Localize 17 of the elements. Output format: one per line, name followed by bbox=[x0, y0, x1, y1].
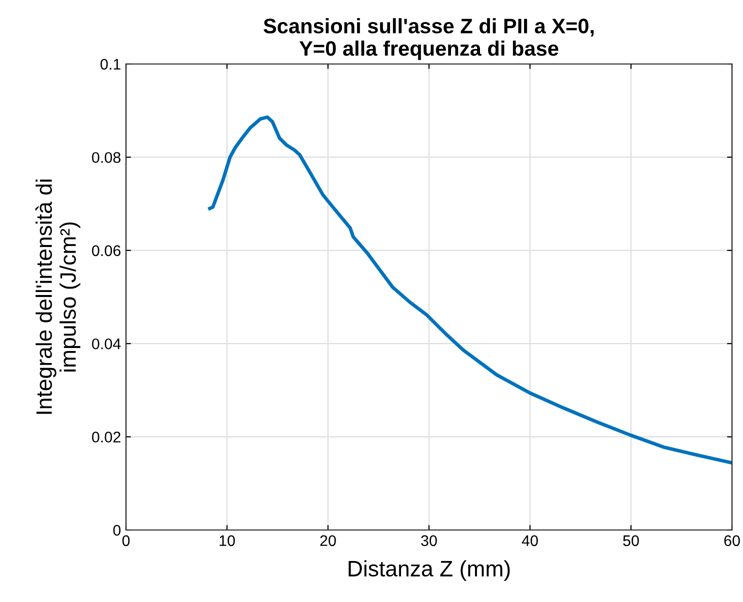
y-tick-label: 0.08 bbox=[92, 152, 120, 163]
y-tick-label: 0.1 bbox=[100, 58, 120, 70]
y-tick-label: 0 bbox=[113, 524, 121, 536]
y-axis-title: Integrale dell'intensità di impulso (J/cm²) bbox=[35, 180, 80, 414]
chart-title: Scansioni sull'asse Z di PII a X=0, Y=0 alla frequenza di base bbox=[264, 18, 594, 60]
x-tick-label: 0 bbox=[122, 535, 130, 546]
line-series bbox=[208, 115, 732, 465]
x-tick-label: 60 bbox=[724, 535, 740, 546]
x-tick-label: 30 bbox=[421, 535, 437, 546]
x-axis-title: Distanza Z (mm) bbox=[348, 560, 510, 581]
y-tick-label: 0.06 bbox=[92, 245, 120, 256]
y-tick-label: 0.04 bbox=[92, 338, 121, 350]
x-tick-label: 10 bbox=[220, 535, 235, 546]
x-tick-label: 40 bbox=[522, 535, 538, 546]
x-tick-label: 50 bbox=[623, 535, 639, 546]
x-tick-label: 20 bbox=[320, 535, 336, 546]
y-tick-label: 0.02 bbox=[92, 432, 120, 442]
